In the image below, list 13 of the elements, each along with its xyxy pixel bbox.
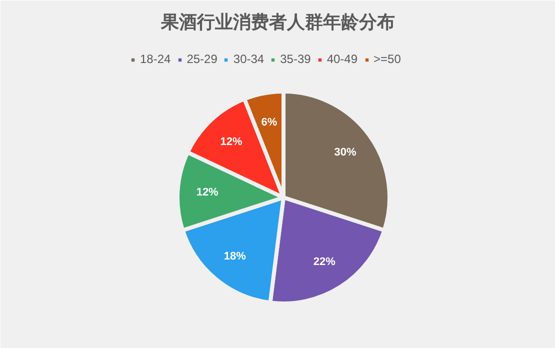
legend-label: 40-49 (326, 52, 358, 66)
legend-label: 18-24 (140, 52, 171, 66)
legend-label: >=50 (374, 52, 401, 66)
data-label: 18% (224, 250, 246, 262)
data-label: 30% (334, 146, 356, 159)
data-label: 6% (261, 116, 278, 129)
chart-title: 果酒行业消费者人群年龄分布 (160, 12, 395, 33)
data-label: 12% (220, 136, 242, 148)
data-label: 12% (196, 186, 219, 199)
legend-label: 25-29 (186, 52, 218, 66)
legend-label: 30-34 (233, 52, 264, 66)
data-label: 22% (313, 256, 336, 268)
legend-label: 35-39 (280, 52, 311, 66)
